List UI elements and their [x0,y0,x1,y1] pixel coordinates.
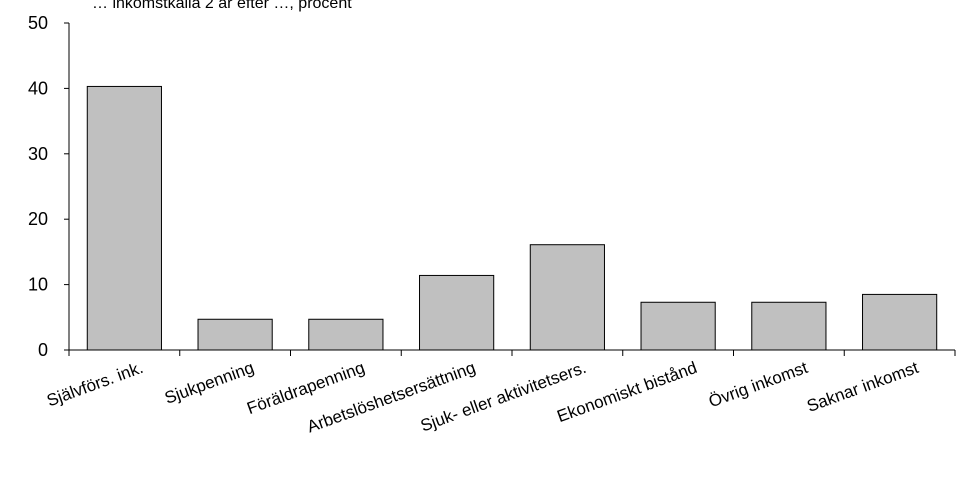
y-tick-label: 30 [28,144,48,164]
bar [197,318,273,351]
bar [86,85,162,351]
y-tick-label: 40 [28,78,48,98]
x-category-label: Saknar inkomst [804,358,921,416]
bar [308,318,384,351]
bar [529,244,605,351]
x-category-label: Övrig inkomst [706,358,810,411]
bar [419,274,495,351]
bar [640,301,716,351]
bar [862,293,938,351]
axes-group [64,22,956,356]
x-category-label: Sjukpenning [162,358,256,408]
y-tick-label: 20 [28,209,48,229]
y-tick-label: 50 [28,13,48,33]
y-tick-labels: 0 10 20 30 40 50 [28,13,48,360]
chart-title: … inkomstkälla 2 år efter …, procent [92,0,352,12]
y-tick-label: 0 [38,340,48,360]
bars-group [86,85,938,351]
x-category-label: Självförs. ink. [44,358,145,410]
bar [751,301,827,351]
y-tick-label: 10 [28,275,48,295]
x-tick-labels: Självförs. ink. SjukpenningFöräldrapennin… [44,358,921,437]
